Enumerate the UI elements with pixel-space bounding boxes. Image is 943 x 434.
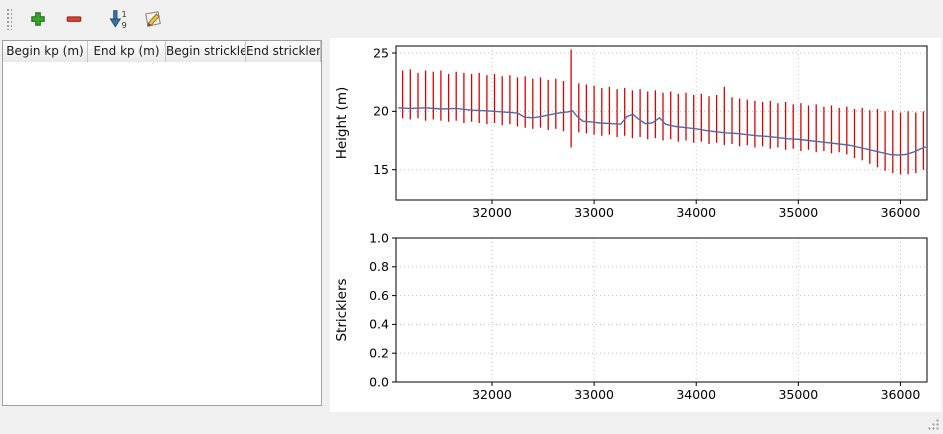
remove-row-button[interactable] [59, 4, 89, 34]
y-tick-label: 20 [373, 104, 389, 119]
sort-digit-bottom: 9 [121, 19, 126, 28]
table-header: Begin kp (m) End kp (m) Begin strickler End… [3, 41, 321, 63]
column-header-1[interactable]: Begin kp (m) [3, 41, 88, 62]
column-header-4[interactable]: End strickler [246, 41, 321, 62]
toolbar-handle[interactable] [6, 7, 12, 30]
y-axis: 0.0 0.2 0.4 0.6 0.8 1.0 [369, 230, 396, 389]
y-tick-label: 0.8 [369, 259, 389, 274]
status-bar [0, 414, 943, 434]
column-header-3[interactable]: Begin strickler [166, 41, 246, 62]
y-axis-label: Height (m) [334, 87, 350, 160]
kp-strickler-table: Begin kp (m) End kp (m) Begin strickler End… [2, 40, 322, 406]
x-tick-label: 36000 [881, 387, 921, 402]
plot-border [395, 45, 928, 201]
x-tick-label: 35000 [778, 387, 818, 402]
y-axis-label: Stricklers [334, 278, 350, 341]
minus-icon [66, 15, 82, 22]
y-tick-label: 15 [373, 162, 389, 177]
sort-button[interactable]: 1 9 [102, 4, 132, 34]
panel-splitter[interactable] [322, 40, 330, 406]
x-tick-label: 34000 [676, 387, 716, 402]
plus-icon [31, 11, 45, 26]
edit-pencil-icon [145, 10, 161, 27]
section-extent-bars [401, 49, 925, 175]
add-row-button[interactable] [23, 4, 53, 34]
x-tick-label: 32000 [472, 387, 512, 402]
y-axis: 15 20 25 [373, 45, 396, 177]
edit-button[interactable] [138, 4, 168, 34]
column-header-2[interactable]: End kp (m) [88, 41, 166, 62]
height-profile-line [397, 107, 927, 156]
y-tick-label: 0.0 [369, 374, 389, 389]
stricklers-chart: 32000 33000 34000 35000 36000 0.0 0.2 0.4 0.6 0.8… [334, 230, 928, 402]
sort-digit-top: 1 [121, 9, 126, 19]
plot-border [395, 237, 928, 383]
x-tick-label: 32000 [472, 205, 512, 220]
resize-grip[interactable] [927, 418, 940, 431]
x-tick-label: 33000 [574, 387, 614, 402]
x-tick-label: 33000 [574, 205, 614, 220]
x-tick-label: 34000 [676, 205, 716, 220]
charts-panel: 32000 33000 34000 35000 36000 15 20 25 Height (m… [330, 38, 941, 412]
y-tick-label: 25 [373, 45, 389, 60]
x-tick-label: 36000 [881, 205, 921, 220]
x-axis: 32000 33000 34000 35000 36000 [472, 200, 920, 220]
grid [396, 237, 927, 383]
table-body[interactable] [3, 62, 321, 405]
y-tick-label: 0.6 [369, 288, 389, 303]
y-tick-label: 0.2 [369, 346, 389, 361]
x-tick-label: 35000 [778, 205, 818, 220]
x-axis: 32000 33000 34000 35000 36000 [472, 382, 920, 402]
height-chart: 32000 33000 34000 35000 36000 15 20 25 Height (m… [334, 45, 928, 220]
y-tick-label: 1.0 [369, 230, 389, 245]
y-tick-label: 0.4 [369, 317, 389, 332]
sort-numeric-icon: 1 9 [109, 9, 127, 29]
toolbar: 1 9 [0, 0, 943, 37]
